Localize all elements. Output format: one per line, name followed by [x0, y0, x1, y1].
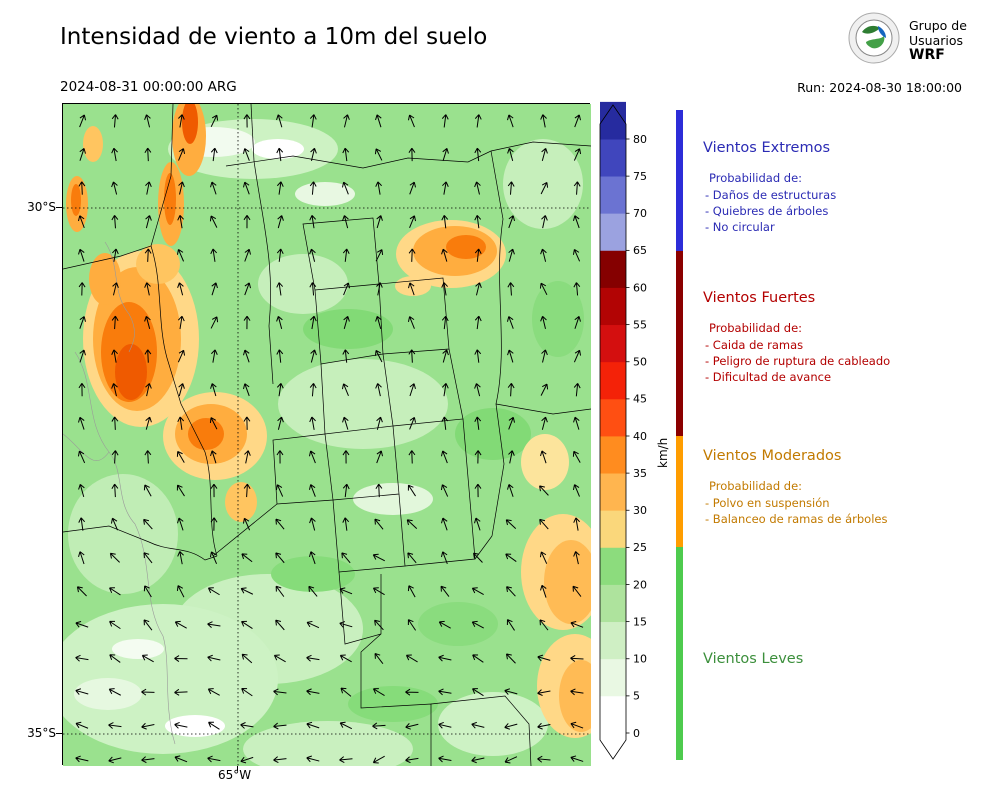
colorbar-tick-label: 5	[633, 690, 640, 703]
legend-category-name: Vientos Extremos	[703, 140, 831, 156]
colorbar-tick-label: 55	[633, 318, 647, 331]
colorbar-tick-label: 70	[633, 207, 647, 220]
legend-category: Vientos Moderados Probabilidad de: - Polvo…	[703, 448, 1000, 527]
colorbar-tick-label: 20	[633, 578, 647, 591]
legend-item: - Peligro de ruptura de cableado	[705, 354, 891, 368]
lat-label-30s: 30°S	[27, 200, 56, 214]
logo-text: Grupo de Usuarios WRF	[909, 18, 967, 63]
colorbar-tick-label: 60	[633, 281, 647, 294]
legend-probability-label: Probabilidad de:	[709, 321, 803, 335]
legend-item: - Balanceo de ramas de árboles	[705, 512, 888, 526]
wind-map	[48, 96, 613, 777]
colorbar-tick-label: 35	[633, 467, 647, 480]
colorbar-unit-label: km/h	[656, 437, 670, 468]
category-strip	[676, 110, 683, 760]
graticule	[63, 104, 591, 766]
legend-category: Vientos Extremos Probabilidad de: - Daños …	[703, 140, 1000, 235]
colorbar-tick-label: 30	[633, 504, 647, 517]
legend-category-name: Vientos Moderados	[703, 448, 842, 464]
axis-tick	[236, 765, 238, 771]
globe-icon	[848, 12, 900, 68]
category-strip-segment	[676, 110, 683, 251]
category-strip-segment	[676, 436, 683, 547]
colorbar-tick-label: 50	[633, 356, 647, 369]
page-title: Intensidad de viento a 10m del suelo	[60, 24, 488, 50]
province-borders	[62, 103, 592, 767]
legend-item: - Polvo en suspensión	[705, 496, 830, 510]
axis-tick	[56, 732, 62, 734]
logo-text-line2: Usuarios	[909, 32, 964, 48]
colorbar-tick-label: 75	[633, 170, 647, 183]
colorbar-tick-label: 15	[633, 615, 647, 628]
run-label: Run: 2024-08-30 18:00:00	[797, 80, 962, 95]
colorbar-tick-label: 0	[633, 727, 640, 740]
legend-item: - Daños de estructuras	[705, 188, 837, 202]
colorbar-tick-label: 80	[633, 133, 647, 146]
wrf-logo: Grupo de Usuarios WRF	[848, 12, 967, 68]
logo-text-line1: Grupo de	[909, 17, 967, 33]
valid-time-label: 2024-08-31 00:00:00 ARG	[60, 79, 237, 95]
category-strip-segment	[676, 547, 683, 760]
legend-probability-label: Probabilidad de:	[709, 479, 803, 493]
colorbar-svg: 0 5 10 15 20 25 30 35 40 45 50 55 60 65 70 75 80	[599, 101, 647, 760]
legend-category: Vientos Fuertes Probabilidad de: - Caida d…	[703, 290, 1000, 385]
colorbar-tick-label: 40	[633, 430, 647, 443]
legend-item: - Caida de ramas	[705, 338, 804, 352]
legend: Vientos Extremos Probabilidad de: - Daños …	[703, 100, 1000, 800]
lat-label-35s: 35°S	[27, 726, 56, 740]
lon-label-65w: 65°W	[218, 768, 252, 782]
legend-probability-label: Probabilidad de:	[709, 171, 803, 185]
legend-category: Vientos Leves	[703, 651, 1000, 682]
axis-tick	[56, 206, 62, 208]
colorbar-tick-label: 65	[633, 244, 647, 257]
legend-item: - No circular	[705, 220, 775, 234]
wind-arrows	[75, 114, 584, 764]
category-strip-segment	[676, 251, 683, 436]
wind-map-canvas	[48, 96, 613, 777]
logo-text-line3: WRF	[909, 46, 945, 63]
colorbar-tick-label: 10	[633, 653, 647, 666]
legend-category-name: Vientos Leves	[703, 651, 804, 667]
colorbar: 0 5 10 15 20 25 30 35 40 45 50 55 60 65 70 75 80 km/h	[598, 100, 690, 772]
legend-item: - Dificultad de avance	[705, 370, 832, 384]
legend-category-name: Vientos Fuertes	[703, 290, 816, 306]
legend-item: - Quiebres de árboles	[705, 204, 829, 218]
colorbar-tick-label: 25	[633, 541, 647, 554]
rivers	[62, 241, 176, 745]
colorbar-tick-label: 45	[633, 393, 647, 406]
light-wind-shading	[48, 119, 584, 777]
